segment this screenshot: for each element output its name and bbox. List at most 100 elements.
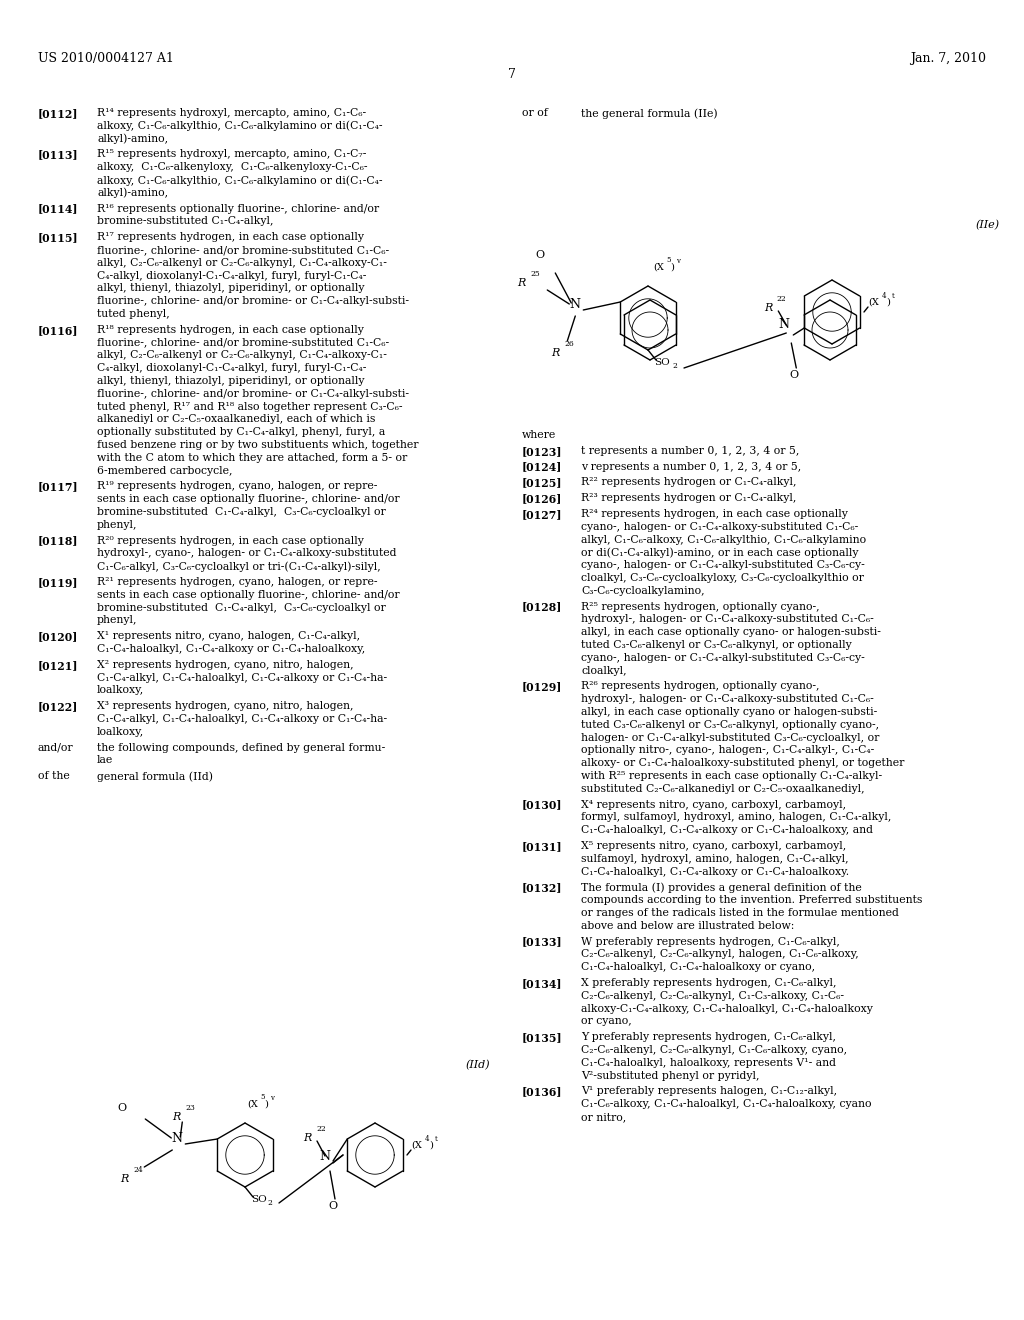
Text: O: O bbox=[536, 249, 545, 260]
Text: alkyl, C₂-C₆-alkenyl or C₂-C₆-alkynyl, C₁-C₄-alkoxy-C₁-: alkyl, C₂-C₆-alkenyl or C₂-C₆-alkynyl, C… bbox=[97, 257, 387, 268]
Text: v: v bbox=[676, 257, 680, 265]
Text: [0129]: [0129] bbox=[522, 681, 562, 693]
Text: O: O bbox=[329, 1201, 338, 1210]
Text: SO: SO bbox=[251, 1195, 266, 1204]
Text: C₁-C₆-alkyl, C₃-C₆-cycloalkyl or tri-(C₁-C₄-alkyl)-silyl,: C₁-C₆-alkyl, C₃-C₆-cycloalkyl or tri-(C₁… bbox=[97, 561, 381, 572]
Text: [0130]: [0130] bbox=[522, 800, 562, 810]
Text: ): ) bbox=[886, 297, 890, 306]
Text: C₁-C₄-haloalkyl, C₁-C₄-alkoxy or C₁-C₄-haloalkoxy,: C₁-C₄-haloalkyl, C₁-C₄-alkoxy or C₁-C₄-h… bbox=[97, 644, 366, 653]
Text: 22: 22 bbox=[776, 294, 786, 304]
Text: R: R bbox=[120, 1173, 129, 1184]
Text: X⁴ represents nitro, cyano, carboxyl, carbamoyl,: X⁴ represents nitro, cyano, carboxyl, ca… bbox=[581, 800, 846, 809]
Text: R: R bbox=[551, 348, 560, 358]
Text: X¹ represents nitro, cyano, halogen, C₁-C₄-alkyl,: X¹ represents nitro, cyano, halogen, C₁-… bbox=[97, 631, 360, 642]
Text: R²⁰ represents hydrogen, in each case optionally: R²⁰ represents hydrogen, in each case op… bbox=[97, 536, 364, 545]
Text: bromine-substituted C₁-C₄-alkyl,: bromine-substituted C₁-C₄-alkyl, bbox=[97, 216, 273, 227]
Text: tuted phenyl,: tuted phenyl, bbox=[97, 309, 170, 319]
Text: O: O bbox=[790, 370, 799, 380]
Text: ): ) bbox=[264, 1100, 268, 1109]
Text: halogen- or C₁-C₄-alkyl-substituted C₃-C₆-cycloalkyl, or: halogen- or C₁-C₄-alkyl-substituted C₃-C… bbox=[581, 733, 880, 743]
Text: [0117]: [0117] bbox=[38, 482, 79, 492]
Text: 4: 4 bbox=[425, 1135, 429, 1143]
Text: [0127]: [0127] bbox=[522, 510, 562, 520]
Text: [0119]: [0119] bbox=[38, 577, 79, 587]
Text: C₁-C₄-alkyl, C₁-C₄-haloalkyl, C₁-C₄-alkoxy or C₁-C₄-ha-: C₁-C₄-alkyl, C₁-C₄-haloalkyl, C₁-C₄-alko… bbox=[97, 673, 387, 682]
Text: (X: (X bbox=[411, 1140, 422, 1150]
Text: X³ represents hydrogen, cyano, nitro, halogen,: X³ represents hydrogen, cyano, nitro, ha… bbox=[97, 701, 353, 711]
Text: C₁-C₄-haloalkyl, C₁-C₄-alkoxy or C₁-C₄-haloalkoxy.: C₁-C₄-haloalkyl, C₁-C₄-alkoxy or C₁-C₄-h… bbox=[581, 867, 849, 876]
Text: hydroxyl-, cyano-, halogen- or C₁-C₄-alkoxy-substituted: hydroxyl-, cyano-, halogen- or C₁-C₄-alk… bbox=[97, 548, 396, 558]
Text: [0128]: [0128] bbox=[522, 602, 562, 612]
Text: R¹⁶ represents optionally fluorine-, chlorine- and/or: R¹⁶ represents optionally fluorine-, chl… bbox=[97, 203, 379, 214]
Text: Jan. 7, 2010: Jan. 7, 2010 bbox=[910, 51, 986, 65]
Text: X preferably represents hydrogen, C₁-C₆-alkyl,: X preferably represents hydrogen, C₁-C₆-… bbox=[581, 978, 837, 987]
Text: C₁-C₄-haloalkyl, C₁-C₄-haloalkoxy or cyano,: C₁-C₄-haloalkyl, C₁-C₄-haloalkoxy or cya… bbox=[581, 962, 815, 973]
Text: (X: (X bbox=[653, 263, 664, 272]
Text: where: where bbox=[522, 430, 556, 440]
Text: compounds according to the invention. Preferred substituents: compounds according to the invention. Pr… bbox=[581, 895, 923, 906]
Text: 2: 2 bbox=[267, 1199, 272, 1206]
Text: and/or: and/or bbox=[38, 743, 74, 752]
Text: tuted C₃-C₆-alkenyl or C₃-C₆-alkynyl, or optionally: tuted C₃-C₆-alkenyl or C₃-C₆-alkynyl, or… bbox=[581, 640, 852, 649]
Text: or ranges of the radicals listed in the formulae mentioned: or ranges of the radicals listed in the … bbox=[581, 908, 899, 917]
Text: ): ) bbox=[429, 1140, 433, 1150]
Text: X⁵ represents nitro, cyano, carboxyl, carbamoyl,: X⁵ represents nitro, cyano, carboxyl, ca… bbox=[581, 841, 846, 851]
Text: above and below are illustrated below:: above and below are illustrated below: bbox=[581, 921, 795, 931]
Text: alkoxy, C₁-C₆-alkylthio, C₁-C₆-alkylamino or di(C₁-C₄-: alkoxy, C₁-C₆-alkylthio, C₁-C₆-alkylamin… bbox=[97, 121, 383, 132]
Text: optionally nitro-, cyano-, halogen-, C₁-C₄-alkyl-, C₁-C₄-: optionally nitro-, cyano-, halogen-, C₁-… bbox=[581, 746, 874, 755]
Text: fluorine-, chlorine- and/or bromine-substituted C₁-C₆-: fluorine-, chlorine- and/or bromine-subs… bbox=[97, 338, 389, 347]
Text: bromine-substituted  C₁-C₄-alkyl,  C₃-C₆-cycloalkyl or: bromine-substituted C₁-C₄-alkyl, C₃-C₆-c… bbox=[97, 507, 386, 517]
Text: [0131]: [0131] bbox=[522, 841, 562, 851]
Text: (IId): (IId) bbox=[465, 1060, 490, 1071]
Text: C₄-alkyl, dioxolanyl-C₁-C₄-alkyl, furyl, furyl-C₁-C₄-: C₄-alkyl, dioxolanyl-C₁-C₄-alkyl, furyl,… bbox=[97, 271, 367, 281]
Text: N: N bbox=[569, 297, 581, 310]
Text: alkyl, thienyl, thiazolyl, piperidinyl, or optionally: alkyl, thienyl, thiazolyl, piperidinyl, … bbox=[97, 284, 365, 293]
Text: tuted C₃-C₆-alkenyl or C₃-C₆-alkynyl, optionally cyano-,: tuted C₃-C₆-alkenyl or C₃-C₆-alkynyl, op… bbox=[581, 719, 880, 730]
Text: 23: 23 bbox=[185, 1104, 196, 1111]
Text: 6-membered carbocycle,: 6-membered carbocycle, bbox=[97, 466, 232, 475]
Text: R: R bbox=[517, 279, 525, 288]
Text: optionally substituted by C₁-C₄-alkyl, phenyl, furyl, a: optionally substituted by C₁-C₄-alkyl, p… bbox=[97, 428, 385, 437]
Text: 24: 24 bbox=[133, 1166, 143, 1173]
Text: R: R bbox=[764, 304, 773, 313]
Text: The formula (I) provides a general definition of the: The formula (I) provides a general defin… bbox=[581, 882, 862, 892]
Text: alkyl, C₁-C₆-alkoxy, C₁-C₆-alkylthio, C₁-C₆-alkylamino: alkyl, C₁-C₆-alkoxy, C₁-C₆-alkylthio, C₁… bbox=[581, 535, 866, 545]
Text: N: N bbox=[319, 1151, 331, 1163]
Text: [0123]: [0123] bbox=[522, 446, 562, 457]
Text: [0125]: [0125] bbox=[522, 478, 562, 488]
Text: phenyl,: phenyl, bbox=[97, 615, 137, 626]
Text: loalkoxy,: loalkoxy, bbox=[97, 685, 144, 696]
Text: C₂-C₆-alkenyl, C₂-C₆-alkynyl, halogen, C₁-C₆-alkoxy,: C₂-C₆-alkenyl, C₂-C₆-alkynyl, halogen, C… bbox=[581, 949, 859, 960]
Text: sulfamoyl, hydroxyl, amino, halogen, C₁-C₄-alkyl,: sulfamoyl, hydroxyl, amino, halogen, C₁-… bbox=[581, 854, 849, 863]
Text: C₁-C₆-alkoxy, C₁-C₄-haloalkyl, C₁-C₄-haloalkoxy, cyano: C₁-C₆-alkoxy, C₁-C₄-haloalkyl, C₁-C₄-hal… bbox=[581, 1100, 871, 1109]
Text: [0133]: [0133] bbox=[522, 937, 562, 948]
Text: (X: (X bbox=[868, 297, 879, 306]
Text: [0126]: [0126] bbox=[522, 494, 562, 504]
Text: t represents a number 0, 1, 2, 3, 4 or 5,: t represents a number 0, 1, 2, 3, 4 or 5… bbox=[581, 446, 800, 455]
Text: [0124]: [0124] bbox=[522, 462, 562, 473]
Text: fluorine-, chlorine- and/or bromine- or C₁-C₄-alkyl-substi-: fluorine-, chlorine- and/or bromine- or … bbox=[97, 389, 409, 399]
Text: O: O bbox=[118, 1104, 127, 1113]
Text: R: R bbox=[303, 1133, 311, 1143]
Text: v represents a number 0, 1, 2, 3, 4 or 5,: v represents a number 0, 1, 2, 3, 4 or 5… bbox=[581, 462, 801, 471]
Text: [0135]: [0135] bbox=[522, 1032, 562, 1043]
Text: t: t bbox=[435, 1135, 437, 1143]
Text: C₁-C₄-haloalkyl, C₁-C₄-alkoxy or C₁-C₄-haloalkoxy, and: C₁-C₄-haloalkyl, C₁-C₄-alkoxy or C₁-C₄-h… bbox=[581, 825, 873, 836]
Text: bromine-substituted  C₁-C₄-alkyl,  C₃-C₆-cycloalkyl or: bromine-substituted C₁-C₄-alkyl, C₃-C₆-c… bbox=[97, 603, 386, 612]
Text: alkoxy-C₁-C₄-alkoxy, C₁-C₄-haloalkyl, C₁-C₄-haloalkoxy: alkoxy-C₁-C₄-alkoxy, C₁-C₄-haloalkyl, C₁… bbox=[581, 1003, 872, 1014]
Text: with the C atom to which they are attached, form a 5- or: with the C atom to which they are attach… bbox=[97, 453, 408, 463]
Text: hydroxyl-, halogen- or C₁-C₄-alkoxy-substituted C₁-C₆-: hydroxyl-, halogen- or C₁-C₄-alkoxy-subs… bbox=[581, 694, 873, 704]
Text: [0134]: [0134] bbox=[522, 978, 562, 989]
Text: lae: lae bbox=[97, 755, 114, 766]
Text: or cyano,: or cyano, bbox=[581, 1016, 632, 1027]
Text: the general formula (IIe): the general formula (IIe) bbox=[581, 108, 718, 119]
Text: alkoxy,  C₁-C₆-alkenyloxy,  C₁-C₆-alkenyloxy-C₁-C₆-: alkoxy, C₁-C₆-alkenyloxy, C₁-C₆-alkenylo… bbox=[97, 162, 368, 172]
Text: 7: 7 bbox=[508, 69, 516, 81]
Text: W preferably represents hydrogen, C₁-C₆-alkyl,: W preferably represents hydrogen, C₁-C₆-… bbox=[581, 937, 840, 946]
Text: C₁-C₄-alkyl, C₁-C₄-haloalkyl, C₁-C₄-alkoxy or C₁-C₄-ha-: C₁-C₄-alkyl, C₁-C₄-haloalkyl, C₁-C₄-alko… bbox=[97, 714, 387, 723]
Text: R²⁴ represents hydrogen, in each case optionally: R²⁴ represents hydrogen, in each case op… bbox=[581, 510, 848, 519]
Text: cloalkyl, C₃-C₆-cycloalkyloxy, C₃-C₆-cycloalkylthio or: cloalkyl, C₃-C₆-cycloalkyloxy, C₃-C₆-cyc… bbox=[581, 573, 864, 583]
Text: or di(C₁-C₄-alkyl)-amino, or in each case optionally: or di(C₁-C₄-alkyl)-amino, or in each cas… bbox=[581, 548, 858, 558]
Text: [0113]: [0113] bbox=[38, 149, 79, 161]
Text: [0121]: [0121] bbox=[38, 660, 79, 671]
